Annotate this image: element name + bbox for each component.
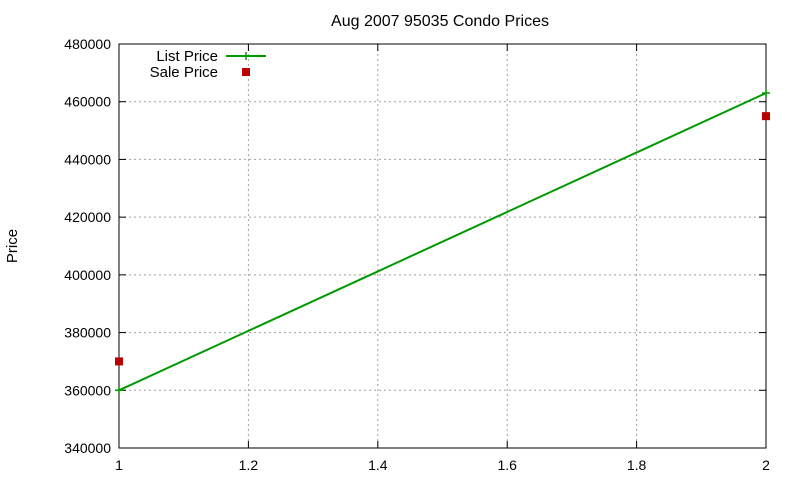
legend-marker-list-price xyxy=(242,52,250,60)
sale-price-point xyxy=(762,112,770,121)
plot-border xyxy=(118,43,767,449)
x-tick-label: 2 xyxy=(762,457,770,473)
tick-labels: 1 1.2 1.4 1.6 1.8 2 340000 360000 380000 400000 42… xyxy=(64,36,770,473)
y-tick-label: 380000 xyxy=(64,325,111,341)
axes xyxy=(118,43,767,449)
legend-marker-sale-price xyxy=(242,68,250,76)
y-tick-label: 400000 xyxy=(64,267,111,283)
list-price-line xyxy=(118,92,767,392)
x-tick-label: 1 xyxy=(115,457,123,473)
y-tick-label: 420000 xyxy=(64,209,111,225)
series xyxy=(115,89,770,395)
list-price-point xyxy=(762,89,770,98)
x-tick-label: 1.8 xyxy=(627,457,647,473)
x-tick-label: 1.4 xyxy=(368,457,388,473)
y-tick-label: 360000 xyxy=(64,382,111,398)
y-tick-label: 480000 xyxy=(64,36,111,52)
y-axis-label: Price xyxy=(4,229,21,263)
y-tick-label: 440000 xyxy=(64,151,111,167)
chart-title: Aug 2007 95035 Condo Prices xyxy=(331,13,549,30)
y-tick-label: 340000 xyxy=(64,440,111,456)
legend-label-list-price: List Price xyxy=(156,48,218,65)
grid-lines xyxy=(119,44,766,448)
y-tick-label: 460000 xyxy=(64,94,111,110)
x-tick-label: 1.6 xyxy=(497,457,517,473)
x-tick-label: 1.2 xyxy=(239,457,259,473)
legend-label-sale-price: Sale Price xyxy=(150,64,218,81)
sale-price-point xyxy=(115,357,123,366)
list-price-point xyxy=(115,386,123,395)
